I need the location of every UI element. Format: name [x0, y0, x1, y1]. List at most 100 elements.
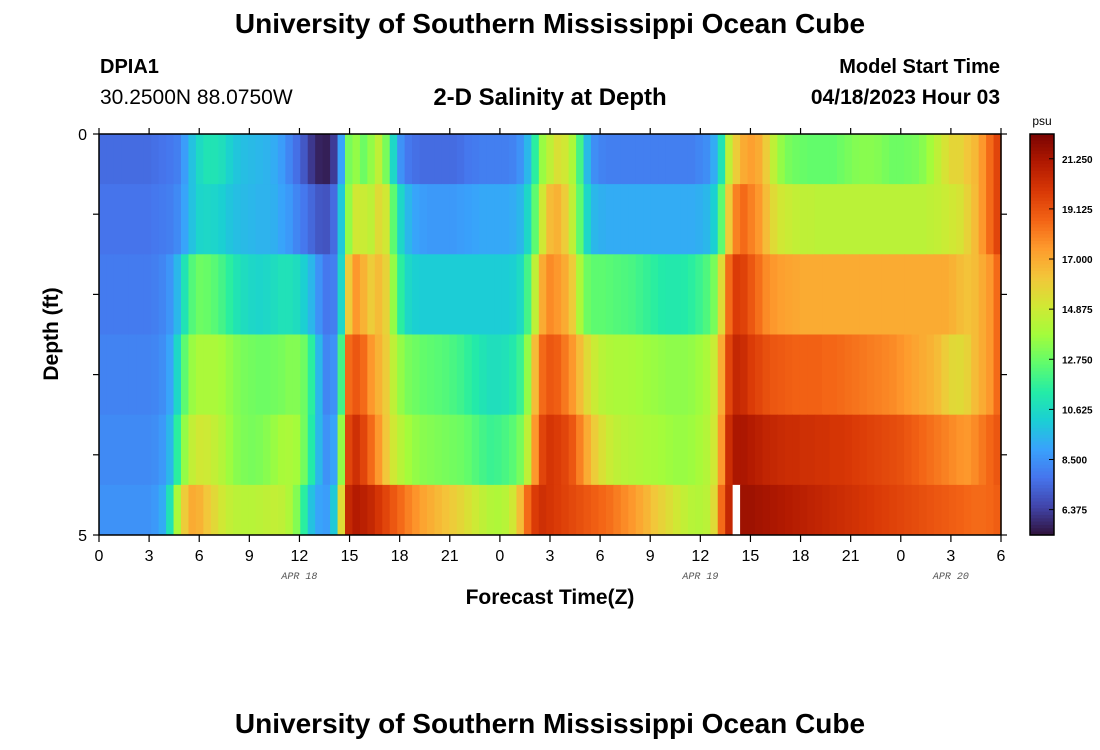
colorbar-segment	[1030, 357, 1054, 362]
heatmap-cell	[851, 134, 860, 185]
colorbar-segment	[1030, 428, 1054, 433]
heatmap-cell	[188, 134, 197, 185]
heatmap-cell	[523, 414, 532, 486]
x-tick-label: 0	[95, 548, 104, 565]
heatmap-cell	[315, 484, 324, 536]
heatmap-cell	[166, 184, 175, 255]
heatmap-cell	[844, 334, 853, 416]
heatmap-cell	[412, 184, 421, 255]
heatmap-cell	[270, 254, 279, 335]
colorbar-segment	[1030, 321, 1054, 326]
heatmap-cell	[933, 184, 942, 255]
heatmap-cell	[814, 334, 823, 416]
heatmap-cell	[449, 134, 458, 185]
heatmap-cell	[837, 334, 846, 416]
heatmap-cell	[822, 134, 831, 185]
heatmap-cell	[494, 184, 503, 255]
colorbar-tick-label: 8.500	[1062, 456, 1087, 467]
heatmap-cell	[203, 484, 212, 536]
heatmap-cell	[762, 134, 771, 185]
heatmap-cell	[986, 484, 995, 536]
heatmap-cell	[717, 484, 726, 536]
heatmap-cell	[904, 334, 913, 416]
heatmap-cell	[576, 414, 585, 486]
colorbar-segment	[1030, 481, 1054, 486]
colorbar-segment	[1030, 244, 1054, 249]
colorbar: 21.250 19.125 17.000 14.875 12.750 10.625 8.50…	[1029, 133, 1093, 536]
heatmap-cell	[591, 334, 600, 416]
heatmap-cell	[807, 254, 816, 335]
heatmap-cell	[195, 134, 204, 185]
heatmap-cell	[203, 134, 212, 185]
heatmap-cell	[762, 184, 771, 255]
heatmap-cell	[195, 414, 204, 486]
heatmap-cell	[546, 184, 555, 255]
colorbar-segment	[1030, 220, 1054, 225]
heatmap-cell	[412, 414, 421, 486]
heatmap-cell	[829, 334, 838, 416]
heatmap-cell	[695, 184, 704, 255]
heatmap-cell	[799, 254, 808, 335]
heatmap-cell	[210, 184, 219, 255]
colorbar-segment	[1030, 234, 1054, 239]
heatmap-cell	[456, 134, 465, 185]
heatmap-cell	[635, 484, 644, 536]
heatmap-cell	[382, 484, 391, 536]
heatmap-cell	[643, 184, 652, 255]
heatmap-cell	[397, 334, 406, 416]
colorbar-segment	[1030, 254, 1054, 259]
heatmap-cell	[263, 134, 272, 185]
colorbar-segment	[1030, 311, 1054, 316]
heatmap-cell	[926, 334, 935, 416]
heatmap-cell	[546, 484, 555, 536]
heatmap-cell	[240, 254, 249, 335]
heatmap-cell	[747, 184, 756, 255]
heatmap-cell	[173, 184, 182, 255]
heatmap-cell	[188, 414, 197, 486]
heatmap-cell	[755, 134, 764, 185]
heatmap-cell	[233, 254, 242, 335]
heatmap-cell	[397, 484, 406, 536]
heatmap-cell	[881, 334, 890, 416]
heatmap-cell	[449, 334, 458, 416]
heatmap-cell	[777, 254, 786, 335]
heatmap-cell	[695, 484, 704, 536]
heatmap-cell	[710, 254, 719, 335]
colorbar-segment	[1030, 331, 1054, 336]
heatmap-cell	[322, 484, 331, 536]
heatmap-cell	[844, 484, 853, 536]
heatmap-cell	[136, 484, 145, 536]
heatmap-cell	[620, 334, 629, 416]
colorbar-segment	[1030, 451, 1054, 456]
heatmap-cell	[292, 334, 301, 416]
heatmap-cell	[673, 414, 682, 486]
heatmap-cell	[456, 184, 465, 255]
colorbar-segment	[1030, 371, 1054, 376]
heatmap-cell	[404, 184, 413, 255]
heatmap-cell	[874, 184, 883, 255]
heatmap-cell	[509, 414, 518, 486]
heatmap-cell	[591, 254, 600, 335]
heatmap-cell	[904, 134, 913, 185]
heatmap-cell	[859, 254, 868, 335]
colorbar-segment	[1030, 387, 1054, 392]
heatmap-cell	[322, 414, 331, 486]
heatmap-cell	[456, 334, 465, 416]
colorbar-segment	[1030, 314, 1054, 319]
heatmap-cell	[598, 254, 607, 335]
heatmap-cell	[181, 484, 190, 536]
heatmap-cell	[643, 334, 652, 416]
heatmap-cell	[151, 254, 160, 335]
heatmap-cell	[359, 414, 368, 486]
heatmap-cell	[106, 184, 115, 255]
heatmap-cell	[516, 414, 525, 486]
heatmap-cell	[978, 184, 987, 255]
heatmap-cell	[419, 184, 428, 255]
heatmap-cell	[479, 414, 488, 486]
heatmap-cell	[859, 134, 868, 185]
heatmap-cell	[128, 134, 137, 185]
heatmap-cell	[576, 134, 585, 185]
heatmap-cell	[576, 334, 585, 416]
heatmap-cell	[277, 414, 286, 486]
heatmap-cell	[725, 414, 734, 486]
